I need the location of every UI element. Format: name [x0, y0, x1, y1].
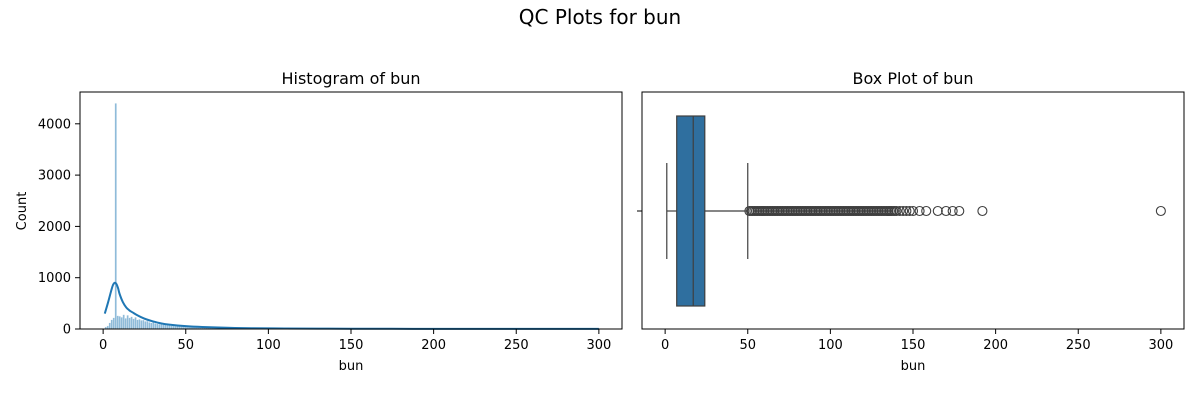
figure-title: QC Plots for bun [519, 5, 681, 29]
boxplot-x-label: bun [901, 359, 926, 374]
histogram-bar [166, 325, 169, 330]
boxplot-title: Box Plot of bun [852, 69, 973, 88]
boxplot-outlier [904, 205, 915, 217]
boxplot-outlier [898, 205, 909, 217]
histogram-bar [158, 323, 161, 330]
histogram-x-tick-label: 250 [504, 338, 529, 353]
histogram-bar [148, 322, 151, 330]
boxplot-outlier [901, 205, 912, 217]
histogram-x-ticks: 0 50 100 150 200 250 300 [99, 329, 611, 353]
histogram-bar [142, 319, 145, 330]
histogram-bar [132, 318, 135, 330]
histogram-bar [134, 317, 137, 330]
histogram-bar [170, 325, 173, 330]
boxplot-outlier [947, 205, 958, 217]
histogram-panel: Histogram of bun 0 50 100 150 200 250 300 0 100… [15, 69, 623, 374]
boxplot-box [676, 115, 706, 307]
histogram-bar [128, 317, 131, 330]
boxplot-outlier [932, 205, 943, 217]
histogram-y-tick-label: 1000 [38, 271, 71, 286]
boxplot-x-ticks: 0 50 100 150 200 250 300 [661, 329, 1173, 353]
histogram-bar [126, 314, 129, 330]
boxplot-panel: Box Plot of bun 0 50 100 150 200 250 300 bun [637, 69, 1185, 374]
histogram-bar [120, 317, 123, 330]
histogram-bar [162, 324, 165, 330]
histogram-x-tick-label: 50 [177, 338, 194, 353]
histogram-bar [144, 321, 147, 330]
boxplot-x-tick-label: 300 [1148, 338, 1173, 353]
histogram-x-tick-label: 200 [421, 338, 446, 353]
histogram-bar [110, 319, 113, 330]
boxplot-outlier [977, 205, 988, 217]
boxplot-x-tick-label: 150 [901, 338, 926, 353]
boxplot-outlier [1155, 205, 1166, 217]
histogram-y-tick-label: 2000 [38, 220, 71, 235]
histogram-bar [138, 319, 141, 330]
boxplot-x-tick-label: 100 [818, 338, 843, 353]
histogram-bar [114, 103, 117, 330]
histogram-bar [118, 316, 121, 330]
histogram-x-label: bun [339, 359, 364, 374]
histogram-bar [150, 322, 153, 330]
boxplot-x-tick-label: 50 [739, 338, 756, 353]
histogram-bar [122, 314, 125, 330]
boxplot-x-tick-label: 0 [661, 338, 669, 353]
histogram-kde-line [103, 281, 599, 330]
histogram-bar [130, 316, 133, 330]
histogram-bar [136, 319, 139, 330]
histogram-bar [154, 323, 157, 330]
histogram-y-tick-label: 3000 [38, 169, 71, 184]
boxplot-outlier [954, 205, 965, 217]
histogram-bar [164, 324, 167, 330]
histogram-bars [104, 103, 270, 330]
histogram-bar [140, 320, 143, 330]
histogram-y-tick-label: 0 [63, 323, 71, 338]
histogram-frame [79, 91, 623, 330]
histogram-y-ticks: 0 1000 2000 3000 4000 [38, 117, 80, 338]
boxplot-outlier [894, 205, 905, 217]
histogram-bar [108, 322, 111, 330]
histogram-x-tick-label: 300 [586, 338, 611, 353]
boxplot-outlier [921, 205, 932, 217]
boxplot-outlier [891, 205, 902, 217]
boxplot-outlier [907, 205, 919, 217]
histogram-bar [116, 315, 119, 330]
histogram-bar [124, 318, 127, 330]
histogram-bar [112, 317, 115, 330]
histogram-bar [146, 320, 149, 330]
boxplot-x-tick-label: 250 [1066, 338, 1091, 353]
histogram-bar [156, 323, 159, 330]
histogram-y-label: Count [15, 192, 30, 231]
histogram-x-tick-label: 0 [99, 338, 107, 353]
histogram-x-tick-label: 100 [256, 338, 281, 353]
histogram-x-tick-label: 150 [339, 338, 364, 353]
histogram-bar [160, 324, 163, 330]
boxplot-marks [666, 115, 1166, 307]
boxplot-x-tick-label: 200 [983, 338, 1008, 353]
boxplot-outlier [940, 205, 952, 217]
histogram-bar [168, 325, 171, 330]
histogram-title: Histogram of bun [281, 69, 420, 88]
histogram-y-tick-label: 4000 [38, 117, 71, 132]
boxplot-outlier [914, 205, 925, 217]
